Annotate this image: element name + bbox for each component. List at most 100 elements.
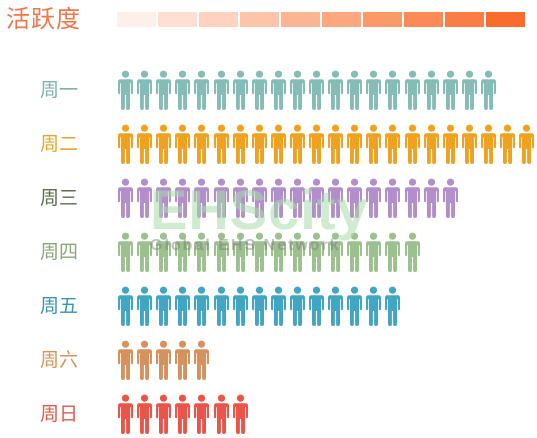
person-icon: [232, 124, 248, 164]
pictogram-row: 周一: [0, 70, 537, 110]
person-icon: [251, 232, 267, 272]
person-icon: [137, 232, 153, 272]
person-icon: [118, 124, 133, 164]
person-icon: [175, 70, 191, 110]
person-icon: [232, 178, 248, 218]
category-label: 周六: [40, 349, 79, 371]
scale-swatch: [363, 12, 402, 27]
person-icon: [251, 178, 267, 218]
person-icon: [118, 70, 133, 110]
person-icon: [423, 178, 439, 218]
person-icon: [194, 232, 210, 272]
scale-swatch: [117, 12, 156, 27]
category-label: 周二: [40, 133, 79, 155]
person-icon: [194, 124, 210, 164]
person-icon: [442, 70, 458, 110]
person-icon: [175, 232, 191, 272]
person-icon: [328, 124, 344, 164]
chart-title: 活跃度: [6, 5, 81, 33]
person-icon: [270, 178, 286, 218]
person-icon: [347, 178, 363, 218]
person-icon: [347, 70, 363, 110]
person-icon: [194, 394, 210, 434]
category-label: 周三: [40, 187, 79, 209]
person-icon: [289, 178, 305, 218]
person-icon: [194, 178, 210, 218]
scale-swatch: [404, 12, 443, 27]
person-icon: [423, 124, 439, 164]
person-icon: [328, 178, 344, 218]
person-icon: [251, 70, 267, 110]
pictogram-row: 周三: [0, 178, 537, 218]
person-icon: [175, 394, 191, 434]
person-icon: [175, 178, 191, 218]
person-icon: [137, 286, 153, 326]
person-icon: [118, 394, 133, 434]
person-icon: [232, 232, 248, 272]
person-icon: [519, 124, 535, 164]
person-icon: [194, 286, 210, 326]
person-icon: [289, 70, 305, 110]
person-icon: [442, 178, 458, 218]
category-label: 周四: [40, 241, 79, 263]
person-icon: [156, 70, 172, 110]
person-icon: [366, 124, 382, 164]
person-icon: [328, 286, 344, 326]
person-icon: [480, 70, 496, 110]
category-label: 周一: [40, 79, 79, 101]
person-icon: [251, 286, 267, 326]
person-icon: [289, 232, 305, 272]
scale-swatch: [240, 12, 279, 27]
person-icon: [118, 340, 133, 380]
person-icon: [213, 70, 229, 110]
person-icon: [156, 394, 172, 434]
person-icon: [270, 124, 286, 164]
person-icon: [118, 286, 133, 326]
pictogram-row: 周四: [0, 232, 537, 272]
scale-swatch: [281, 12, 320, 27]
scale-swatch: [322, 12, 361, 27]
person-icon: [156, 286, 172, 326]
person-icon: [194, 70, 210, 110]
person-icon: [118, 232, 133, 272]
person-icon: [328, 70, 344, 110]
person-icon: [385, 178, 401, 218]
person-icon: [385, 70, 401, 110]
person-icon: [385, 232, 401, 272]
person-icon: [461, 70, 477, 110]
person-icon: [404, 178, 420, 218]
pictogram-row: 周六: [0, 340, 537, 380]
color-scale-legend: [117, 12, 525, 27]
person-icon: [328, 232, 344, 272]
person-icon: [213, 394, 229, 434]
person-icon: [480, 124, 496, 164]
person-icon: [175, 124, 191, 164]
person-icon: [309, 232, 324, 272]
person-icon: [385, 124, 401, 164]
pictogram-row: 周五: [0, 286, 537, 326]
person-icon: [156, 340, 172, 380]
scale-swatch: [199, 12, 238, 27]
person-icon: [366, 178, 382, 218]
person-icon: [137, 178, 153, 218]
person-icon: [270, 232, 286, 272]
person-icon: [366, 232, 382, 272]
person-icon: [500, 124, 515, 164]
person-icon: [118, 178, 133, 218]
category-label: 周五: [40, 295, 79, 317]
person-icon: [156, 124, 172, 164]
person-icon: [232, 70, 248, 110]
person-icon: [232, 394, 248, 434]
person-icon: [175, 286, 191, 326]
person-icon: [347, 124, 363, 164]
person-icon: [232, 286, 248, 326]
person-icon: [213, 178, 229, 218]
scale-swatch: [158, 12, 197, 27]
person-icon: [137, 394, 153, 434]
person-icon: [289, 286, 305, 326]
person-icon: [156, 232, 172, 272]
person-icon: [270, 286, 286, 326]
person-icon: [404, 232, 420, 272]
person-icon: [347, 232, 363, 272]
